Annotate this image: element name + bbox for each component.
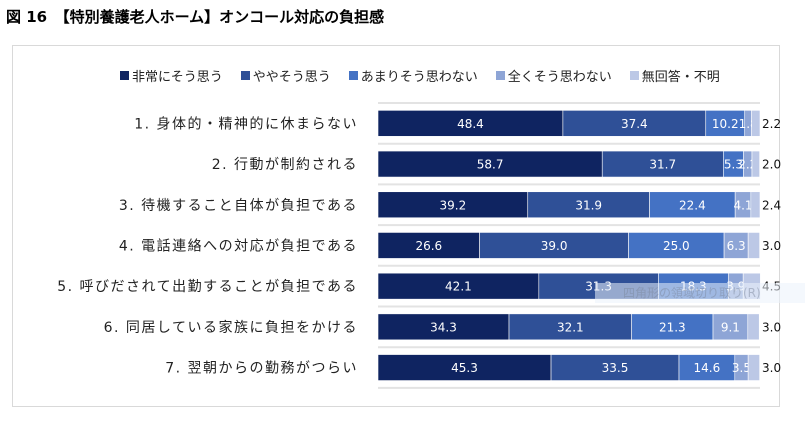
category-label: 7. 翌朝からの勤務がつらい [165,361,358,377]
data-label: 3.0 [762,320,781,334]
bar-segment [723,232,749,259]
bar-segment [550,354,680,381]
data-label: 10.2 [712,117,739,131]
bar-segment [631,313,714,341]
category-label: 2. 行動が制約される [212,157,358,173]
bar-segment [750,191,761,219]
legend-item: あまりそう思わない [348,66,478,85]
data-label: 3.0 [762,361,781,375]
data-label: 2.2 [762,117,781,131]
legend-item: 非常にそう思う [120,66,223,85]
data-label: 5.3 [724,158,743,172]
bar-segment [377,354,552,381]
data-label: 48.4 [457,117,484,131]
data-label: 31.9 [575,198,602,212]
data-label: 34.3 [430,320,457,334]
data-label: 42.1 [445,280,472,294]
bar-segment [751,110,761,137]
figure-title: 図 16 【特別養護老人ホーム】オンコール対応の負担感 [6,8,385,26]
data-label: 25.0 [663,239,690,253]
legend-label: あまりそう思わない [360,70,478,85]
bar-segment [377,150,603,178]
data-label: 58.7 [477,158,504,172]
bar-segment [377,110,564,137]
legend-item: ややそう思う [240,66,331,85]
bar-segment [377,232,480,259]
bar-segment [747,313,760,341]
bar-segment [628,232,725,259]
data-label: 6.3 [727,239,746,253]
bar-segment [747,232,760,259]
snip-tooltip: 四角形の領域切り取り(R) [595,283,805,303]
data-label: 9.1 [721,320,740,334]
data-label: 45.3 [451,361,478,375]
data-label: 33.5 [602,361,629,375]
data-label: 3.5 [732,361,751,375]
data-label: 37.4 [621,117,648,131]
legend-swatch [629,71,639,80]
legend-item: 無回答・不明 [629,66,720,85]
data-label: 21.3 [659,320,686,334]
data-label: 2.4 [762,198,781,212]
legend-label: 全くそう思わない [507,70,612,85]
bar-segment [377,191,529,219]
legend-swatch [120,71,129,80]
bar-segment [705,110,746,137]
data-label: 32.1 [557,320,584,334]
bar-segment [508,313,632,341]
data-label: 22.4 [679,198,706,212]
bar-segment [562,110,707,137]
legend-label: 無回答・不明 [641,70,720,85]
data-label: 26.6 [415,239,442,253]
category-label: 4. 電話連絡への対応が負担である [119,237,358,254]
data-label: 31.7 [649,158,676,172]
category-label: 5. 呼びだされて出勤することが負担である [57,279,358,295]
category-label: 3. 待機すること自体が負担である [119,198,358,214]
bar-segment [649,191,736,219]
category-label: 6. 同居している家族に負担をかける [104,319,358,336]
legend-item: 全くそう思わない [495,66,612,85]
legend-label: ややそう思う [252,70,331,85]
legend-label: 非常にそう思う [132,70,223,85]
category-label: 1. 身体的・精神的に休まらない [134,116,358,132]
data-label: 39.0 [541,239,568,253]
data-label: 39.2 [440,198,467,212]
bar-segment [751,150,760,178]
legend-swatch [348,71,358,80]
bar-segment [712,313,749,341]
bar-segment [601,150,724,178]
legend: 非常にそう思う ややそう思う あまりそう思わない 全くそう思わない 無回答・不明 [120,66,720,85]
bar-segment [678,354,736,381]
legend-swatch [495,71,505,80]
data-label: 3.0 [762,239,781,253]
bar-segment [747,354,760,381]
bar-segment [479,232,629,259]
data-label: 14.6 [694,361,721,375]
data-label: 4.1 [733,198,752,212]
bar-segment [377,272,540,300]
data-label: 2.0 [762,158,781,172]
legend-swatch [240,71,250,80]
chart-frame [12,45,780,407]
bar-segment [377,313,510,341]
